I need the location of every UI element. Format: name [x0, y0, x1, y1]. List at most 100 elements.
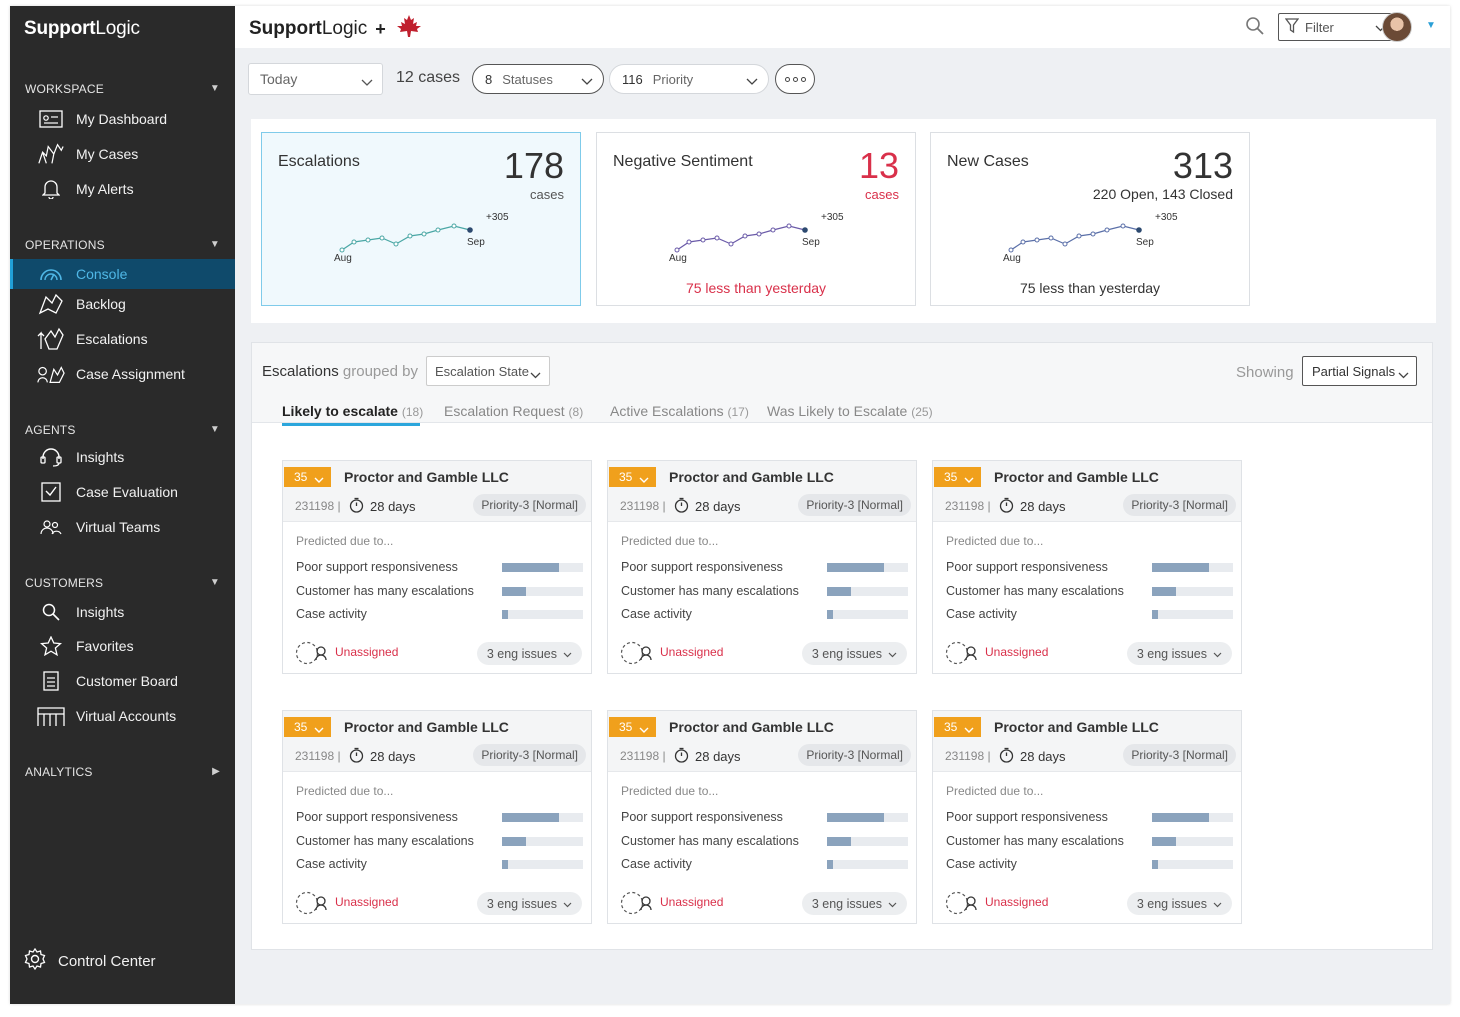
- assignee-status[interactable]: Unassigned: [985, 895, 1049, 909]
- sidebar-item-case-assignment[interactable]: Case Assignment: [10, 359, 235, 389]
- score-badge[interactable]: 35: [934, 717, 981, 737]
- chevron-down-icon: [1213, 897, 1222, 911]
- assign-user-icon[interactable]: [295, 891, 331, 920]
- case-card[interactable]: 35 Proctor and Gamble LLC 231198 | 28 da…: [607, 460, 917, 674]
- assignee-status[interactable]: Unassigned: [985, 645, 1049, 659]
- sidebar-item-case-evaluation[interactable]: Case Evaluation: [10, 477, 235, 507]
- assignee-status[interactable]: Unassigned: [335, 895, 399, 909]
- tab-was-likely-to-escalate[interactable]: Was Likely to Escalate (25): [767, 403, 933, 419]
- sidebar-item-my-cases[interactable]: My Cases: [10, 139, 235, 169]
- more-options-button[interactable]: [775, 64, 815, 94]
- assignee-status[interactable]: Unassigned: [335, 645, 399, 659]
- reason-label: Poor support responsiveness: [296, 560, 458, 574]
- company-name[interactable]: Proctor and Gamble LLC: [344, 469, 509, 485]
- caret-down-icon[interactable]: ▼: [1426, 20, 1436, 31]
- case-card[interactable]: 35 Proctor and Gamble LLC 231198 | 28 da…: [282, 710, 592, 924]
- company-name[interactable]: Proctor and Gamble LLC: [669, 719, 834, 735]
- svg-text:Aug: Aug: [334, 253, 352, 264]
- case-id[interactable]: 231198 |: [295, 499, 341, 513]
- chevron-down-icon: [964, 473, 974, 487]
- score-badge[interactable]: 35: [284, 467, 331, 487]
- sidebar-item-backlog[interactable]: Backlog: [10, 289, 235, 319]
- section-analytics[interactable]: ANALYTICS ▶: [25, 765, 220, 779]
- assign-user-icon[interactable]: [945, 891, 981, 920]
- sidebar-item-customer-board[interactable]: Customer Board: [10, 666, 235, 696]
- tab-likely-to-escalate[interactable]: Likely to escalate (18): [282, 403, 424, 419]
- section-customers[interactable]: CUSTOMERS ▼: [25, 576, 220, 590]
- date-range-select[interactable]: Today: [248, 63, 383, 95]
- reason-bar: [502, 563, 583, 572]
- sparkline: Aug Sep +305: [669, 212, 844, 264]
- section-operations[interactable]: OPERATIONS ▼: [25, 238, 220, 252]
- case-card[interactable]: 35 Proctor and Gamble LLC 231198 | 28 da…: [282, 460, 592, 674]
- search-icon[interactable]: [1245, 16, 1265, 41]
- sidebar-item-virtual-teams[interactable]: Virtual Teams: [10, 512, 235, 542]
- eng-issues-dropdown[interactable]: 3 eng issues: [801, 892, 907, 915]
- sidebar-item-customer-insights[interactable]: Insights: [10, 597, 235, 627]
- reason-bar: [1152, 860, 1233, 869]
- sidebar-item-escalations[interactable]: Escalations: [10, 324, 235, 354]
- avatar[interactable]: [1382, 12, 1412, 42]
- predicted-label: Predicted due to...: [296, 784, 394, 798]
- case-card[interactable]: 35 Proctor and Gamble LLC 231198 | 28 da…: [607, 710, 917, 924]
- control-center-link[interactable]: Control Center: [24, 947, 156, 974]
- score-badge[interactable]: 35: [609, 717, 656, 737]
- group-by-select[interactable]: Escalation State: [426, 356, 550, 386]
- eng-issues-dropdown[interactable]: 3 eng issues: [476, 892, 582, 915]
- case-id[interactable]: 231198 |: [945, 499, 991, 513]
- company-name[interactable]: Proctor and Gamble LLC: [669, 469, 834, 485]
- case-card[interactable]: 35 Proctor and Gamble LLC 231198 | 28 da…: [932, 460, 1242, 674]
- assign-user-icon[interactable]: [620, 891, 656, 920]
- escalations-title: Escalations grouped by: [262, 363, 418, 380]
- eng-issues-dropdown[interactable]: 3 eng issues: [1126, 892, 1232, 915]
- sidebar-item-console[interactable]: Console: [10, 259, 235, 289]
- chevron-down-icon: [314, 723, 324, 737]
- section-agents[interactable]: AGENTS ▼: [25, 423, 220, 437]
- tab-active-escalations[interactable]: Active Escalations (17): [610, 403, 749, 419]
- eng-issues-dropdown[interactable]: 3 eng issues: [476, 642, 582, 665]
- priority-tag: Priority-3 [Normal]: [798, 744, 911, 766]
- eng-issues-dropdown[interactable]: 3 eng issues: [801, 642, 907, 665]
- company-name[interactable]: Proctor and Gamble LLC: [994, 469, 1159, 485]
- kpi-new-cases[interactable]: New Cases 313 220 Open, 143 Closed Aug S…: [930, 132, 1250, 306]
- reason-label: Poor support responsiveness: [946, 810, 1108, 824]
- case-card[interactable]: 35 Proctor and Gamble LLC 231198 | 28 da…: [932, 710, 1242, 924]
- case-id[interactable]: 231198 |: [620, 749, 666, 763]
- case-id[interactable]: 231198 |: [945, 749, 991, 763]
- sidebar-item-favorites[interactable]: Favorites: [10, 631, 235, 661]
- score-badge[interactable]: 35: [934, 467, 981, 487]
- assignee-status[interactable]: Unassigned: [660, 895, 724, 909]
- company-name[interactable]: Proctor and Gamble LLC: [344, 719, 509, 735]
- assignee-status[interactable]: Unassigned: [660, 645, 724, 659]
- section-workspace[interactable]: WORKSPACE ▼: [25, 82, 220, 96]
- case-id[interactable]: 231198 |: [620, 499, 666, 513]
- bell-icon: [37, 178, 65, 200]
- score-badge[interactable]: 35: [284, 717, 331, 737]
- stopwatch-icon: [999, 497, 1014, 516]
- statuses-filter[interactable]: 8 Statuses: [472, 64, 604, 94]
- headset-icon: [37, 446, 65, 468]
- assign-user-icon[interactable]: [620, 641, 656, 670]
- sidebar-item-my-alerts[interactable]: My Alerts: [10, 174, 235, 204]
- eng-issues-dropdown[interactable]: 3 eng issues: [1126, 642, 1232, 665]
- sidebar-item-agent-insights[interactable]: Insights: [10, 442, 235, 472]
- filter-dropdown[interactable]: Filter: [1278, 13, 1393, 41]
- kpi-escalations[interactable]: Escalations 178 cases Aug Sep +305: [261, 132, 581, 306]
- collapse-icon: ▼: [209, 83, 220, 94]
- top-bar: Support Logic + Filter ▼: [235, 6, 1450, 48]
- sidebar-item-my-dashboard[interactable]: My Dashboard: [10, 104, 235, 134]
- assign-user-icon[interactable]: [295, 641, 331, 670]
- score-badge[interactable]: 35: [609, 467, 656, 487]
- sidebar-item-virtual-accounts[interactable]: Virtual Accounts: [10, 701, 235, 731]
- reason-bar: [1152, 837, 1233, 846]
- priority-filter[interactable]: 116 Priority: [609, 64, 769, 94]
- signals-select[interactable]: Partial Signals: [1302, 356, 1417, 386]
- sidebar-logo[interactable]: SupportLogic: [24, 18, 140, 39]
- company-name[interactable]: Proctor and Gamble LLC: [994, 719, 1159, 735]
- kpi-negative-sentiment[interactable]: Negative Sentiment 13 cases Aug Sep +305…: [596, 132, 916, 306]
- case-id[interactable]: 231198 |: [295, 749, 341, 763]
- assign-user-icon[interactable]: [945, 641, 981, 670]
- tab-escalation-request[interactable]: Escalation Request (8): [444, 403, 584, 419]
- priority-tag: Priority-3 [Normal]: [473, 494, 586, 516]
- active-tab-indicator: [282, 423, 420, 426]
